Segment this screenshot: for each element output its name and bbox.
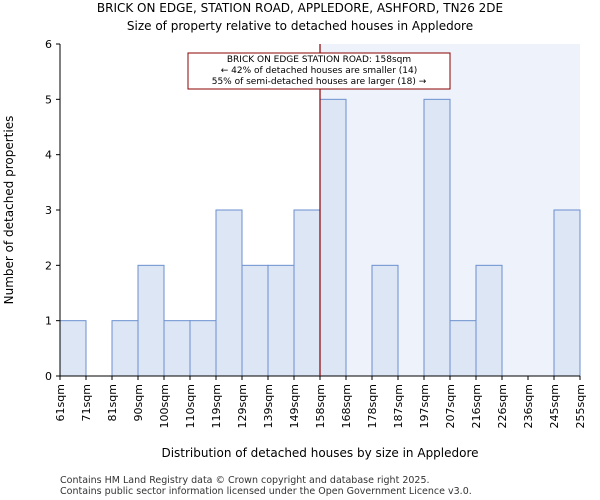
x-tick-label: 149sqm xyxy=(288,384,301,428)
chart-title: BRICK ON EDGE, STATION ROAD, APPLEDORE, … xyxy=(97,1,503,15)
y-tick-label: 0 xyxy=(45,370,52,383)
y-tick-label: 5 xyxy=(45,93,52,106)
x-tick-label: 178sqm xyxy=(366,384,379,428)
annotation-box xyxy=(187,52,451,90)
footer-line-1: Contains HM Land Registry data © Crown c… xyxy=(60,475,430,486)
bar-81sqm xyxy=(111,320,139,377)
x-tick-label: 100sqm xyxy=(158,384,171,428)
y-tick-label: 6 xyxy=(45,38,52,51)
x-tick-label: 158sqm xyxy=(314,384,327,428)
x-tick-label: 81sqm xyxy=(106,384,119,421)
y-tick-label: 1 xyxy=(45,315,52,328)
x-tick-label: 61sqm xyxy=(54,384,67,421)
bar-100sqm xyxy=(163,320,191,377)
x-tick-label: 168sqm xyxy=(340,384,353,428)
bar-129sqm xyxy=(241,264,269,377)
x-tick-label: 71sqm xyxy=(80,384,93,421)
x-tick-label: 197sqm xyxy=(418,384,431,428)
footer-line-2: Contains public sector information licen… xyxy=(60,486,472,497)
x-tick-label: 255sqm xyxy=(574,384,587,428)
bar-216sqm xyxy=(475,264,503,377)
x-tick-label: 207sqm xyxy=(444,384,457,428)
bar-245sqm xyxy=(553,209,581,377)
bar-158sqm xyxy=(319,98,347,377)
bar-197sqm xyxy=(423,98,451,377)
bar-178sqm xyxy=(371,264,399,377)
chart-subtitle: Size of property relative to detached ho… xyxy=(127,19,473,33)
y-tick-label: 2 xyxy=(45,259,52,272)
y-tick-label: 3 xyxy=(45,204,52,217)
bar-139sqm xyxy=(267,264,295,377)
bar-207sqm xyxy=(449,320,477,377)
x-axis-label: Distribution of detached houses by size … xyxy=(161,446,478,460)
x-tick-label: 119sqm xyxy=(210,384,223,428)
y-tick-label: 4 xyxy=(45,149,52,162)
bar-61sqm xyxy=(59,320,87,377)
annotation-line-1: BRICK ON EDGE STATION ROAD: 158sqm xyxy=(227,55,411,65)
x-tick-label: 216sqm xyxy=(470,384,483,428)
y-axis-label: Number of detached properties xyxy=(2,116,16,305)
x-tick-label: 226sqm xyxy=(496,384,509,428)
x-tick-label: 90sqm xyxy=(132,384,145,421)
x-tick-label: 245sqm xyxy=(548,384,561,428)
plot-area: 0 1 2 3 4 5 6 61sqm 71sqm 81sqm 90sqm 100sqm 110sqm 1… xyxy=(45,38,587,428)
x-tick-label: 129sqm xyxy=(236,384,249,428)
annotation-line-2: ← 42% of detached houses are smaller (14… xyxy=(221,66,418,76)
x-tick-label: 110sqm xyxy=(184,384,197,428)
x-tick-label: 236sqm xyxy=(522,384,535,428)
bar-110sqm xyxy=(189,320,217,377)
bar-119sqm xyxy=(215,209,243,377)
bar-149sqm xyxy=(293,209,321,377)
x-tick-label: 187sqm xyxy=(392,384,405,428)
bar-90sqm xyxy=(137,264,165,377)
x-tick-label: 139sqm xyxy=(262,384,275,428)
annotation-line-3: 55% of semi-detached houses are larger (… xyxy=(212,77,427,87)
